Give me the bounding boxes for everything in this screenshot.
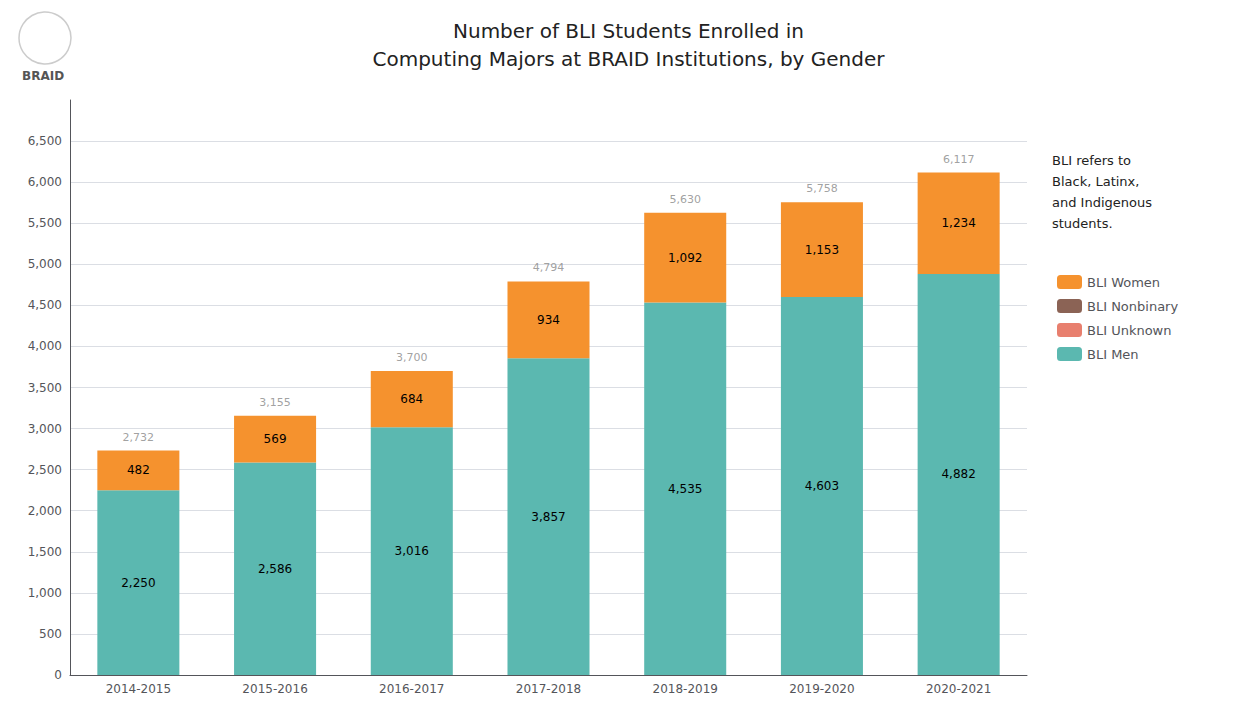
svg-text:3,857: 3,857: [531, 510, 565, 524]
svg-text:4,603: 4,603: [805, 479, 839, 493]
svg-text:4,535: 4,535: [668, 482, 702, 496]
svg-text:3,700: 3,700: [396, 351, 428, 364]
svg-text:BLI Unknown: BLI Unknown: [1087, 323, 1171, 338]
svg-text:BLI refers to: BLI refers to: [1052, 153, 1131, 168]
svg-text:569: 569: [264, 432, 287, 446]
svg-text:6,500: 6,500: [28, 134, 62, 148]
svg-text:2020-2021: 2020-2021: [926, 682, 991, 696]
svg-text:2,732: 2,732: [123, 431, 155, 444]
svg-text:500: 500: [39, 627, 62, 641]
svg-text:BLI Men: BLI Men: [1087, 347, 1139, 362]
svg-text:3,000: 3,000: [28, 422, 62, 436]
svg-text:482: 482: [127, 463, 150, 477]
svg-text:2017-2018: 2017-2018: [516, 682, 581, 696]
svg-text:Black, Latinx,: Black, Latinx,: [1052, 174, 1139, 189]
svg-text:Number of BLI Students Enrolle: Number of BLI Students Enrolled in: [453, 19, 804, 43]
svg-text:0: 0: [54, 668, 62, 682]
svg-text:BLI Nonbinary: BLI Nonbinary: [1087, 299, 1178, 314]
svg-text:5,500: 5,500: [28, 216, 62, 230]
svg-text:5,000: 5,000: [28, 257, 62, 271]
svg-text:2,586: 2,586: [258, 562, 292, 576]
svg-text:684: 684: [400, 392, 423, 406]
svg-text:5,630: 5,630: [669, 193, 701, 206]
svg-text:4,000: 4,000: [28, 339, 62, 353]
svg-text:2014-2015: 2014-2015: [106, 682, 171, 696]
svg-text:2018-2019: 2018-2019: [653, 682, 718, 696]
svg-text:3,500: 3,500: [28, 381, 62, 395]
svg-text:2016-2017: 2016-2017: [379, 682, 444, 696]
svg-text:1,000: 1,000: [28, 586, 62, 600]
svg-text:BLI Women: BLI Women: [1087, 275, 1160, 290]
svg-text:2015-2016: 2015-2016: [242, 682, 307, 696]
svg-text:Computing Majors at BRAID Inst: Computing Majors at BRAID Institutions, …: [372, 47, 885, 71]
svg-text:2,500: 2,500: [28, 463, 62, 477]
svg-text:1,500: 1,500: [28, 545, 62, 559]
svg-text:students.: students.: [1052, 216, 1113, 231]
svg-text:2019-2020: 2019-2020: [789, 682, 854, 696]
svg-text:3,155: 3,155: [259, 396, 291, 409]
svg-text:934: 934: [537, 313, 560, 327]
svg-text:3,016: 3,016: [395, 544, 429, 558]
svg-text:4,882: 4,882: [941, 467, 975, 481]
svg-text:1,092: 1,092: [668, 251, 702, 265]
svg-text:1,153: 1,153: [805, 243, 839, 257]
svg-text:6,117: 6,117: [943, 153, 975, 166]
svg-text:5,758: 5,758: [806, 182, 838, 195]
svg-text:1,234: 1,234: [941, 216, 975, 230]
svg-text:BRAID: BRAID: [22, 69, 64, 83]
svg-text:2,000: 2,000: [28, 504, 62, 518]
svg-text:and Indigenous: and Indigenous: [1052, 195, 1152, 210]
svg-text:4,794: 4,794: [533, 261, 565, 274]
svg-text:6,000: 6,000: [28, 175, 62, 189]
svg-text:2,250: 2,250: [121, 576, 155, 590]
svg-text:4,500: 4,500: [28, 298, 62, 312]
